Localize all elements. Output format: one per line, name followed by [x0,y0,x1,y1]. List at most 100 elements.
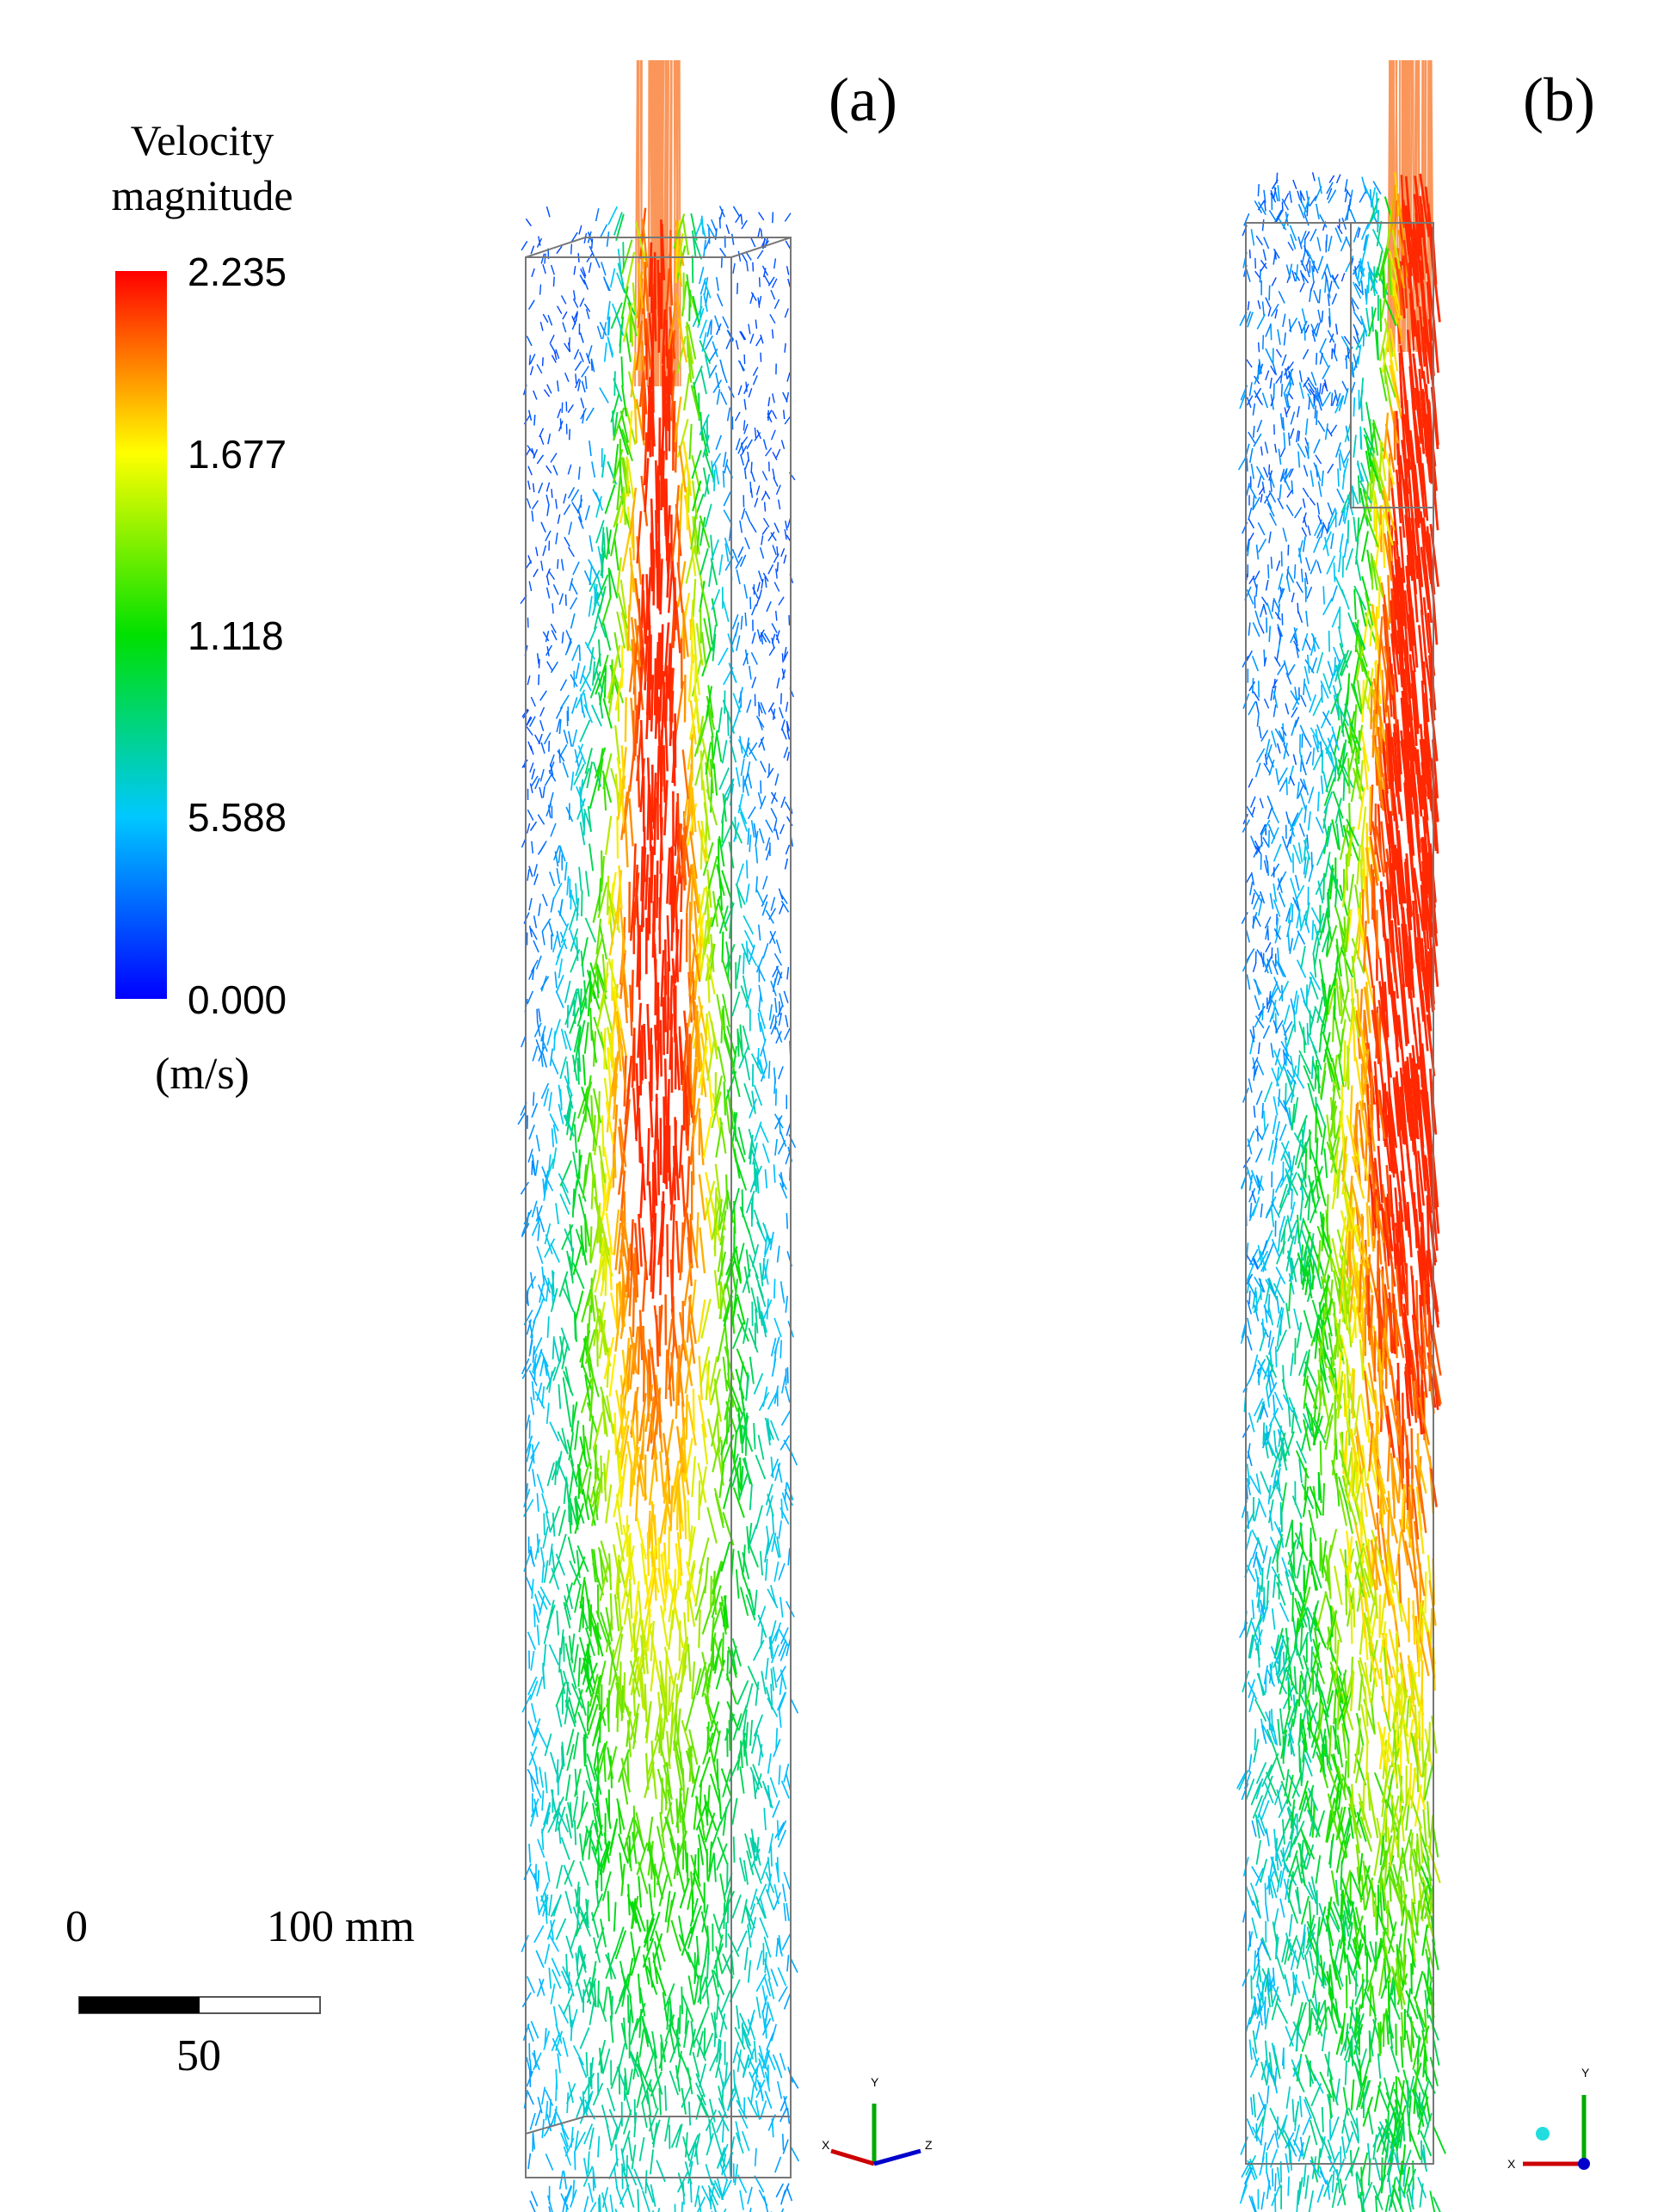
velocity-vector [710,1020,718,1060]
velocity-vector [533,1022,542,1038]
velocity-vector [611,1626,624,1664]
velocity-vector [569,577,574,591]
velocity-vector [663,1983,675,2011]
velocity-vector [1345,255,1354,273]
velocity-vector [621,1275,625,1323]
velocity-vector [1285,811,1291,824]
velocity-vector [593,1766,602,1796]
velocity-vector [660,1553,668,1597]
velocity-vector [531,1728,539,1747]
velocity-vector [658,665,663,722]
velocity-vector [784,528,787,540]
velocity-vector [1301,272,1310,284]
velocity-vector [618,2043,626,2069]
velocity-vector [656,2160,666,2183]
velocity-vector [765,847,771,861]
velocity-vector [692,619,698,661]
velocity-vector [756,1734,764,1758]
velocity-vector [706,1362,712,1405]
velocity-vector [699,607,702,644]
velocity-vector [595,918,602,955]
velocity-vector [558,845,566,862]
velocity-vector [539,841,547,853]
velocity-vector [706,2133,714,2156]
velocity-vector [699,548,709,576]
velocity-vector [545,631,550,643]
velocity-vector [651,901,656,958]
velocity-vector [779,2106,788,2123]
velocity-vector [555,1203,559,1225]
velocity-vector [703,279,712,299]
velocity-vector [1246,974,1251,990]
velocity-vector [780,892,788,904]
velocity-vector [589,1226,593,1263]
velocity-vector [763,632,771,644]
velocity-vector [1297,405,1300,418]
velocity-vector [612,448,624,484]
velocity-vector [533,1337,543,1356]
velocity-vector [543,1621,551,1644]
velocity-vector [767,531,775,542]
velocity-vector [717,293,724,307]
velocity-vector [606,1088,613,1133]
velocity-vector [632,1712,639,1750]
velocity-vector [749,944,755,963]
velocity-vector [604,484,616,514]
velocity-vector [731,1112,738,1142]
velocity-vector [750,651,758,665]
velocity-vector [608,1353,617,1397]
velocity-vector [769,1777,779,1798]
velocity-vector [1330,1605,1343,1643]
velocity-vector [526,1975,535,1993]
velocity-vector [748,323,751,335]
velocity-vector [1379,367,1388,402]
velocity-vector [566,876,570,896]
velocity-vector [610,523,619,557]
velocity-vector [650,1741,655,1778]
velocity-vector [585,1638,591,1671]
velocity-vector [780,1597,784,1618]
velocity-vector [548,1371,553,1393]
velocity-vector [556,305,563,315]
velocity-vector [686,1065,693,1118]
velocity-vector [770,1969,779,1987]
velocity-vector [1383,296,1397,327]
velocity-vector [716,1993,720,2020]
velocity-vector [709,1701,720,1732]
velocity-vector [746,439,753,450]
velocity-vector [740,454,745,466]
velocity-vector [574,1584,582,1613]
velocity-vector [1414,1970,1424,2001]
velocity-vector [704,503,712,528]
velocity-vector [1265,942,1272,953]
velocity-vector [687,1236,693,1286]
velocity-vector [724,543,730,563]
velocity-vector [558,1383,562,1409]
velocity-vector [732,2069,736,2092]
velocity-vector [1300,260,1307,272]
velocity-vector [659,1451,665,1498]
velocity-vector [775,965,783,979]
velocity-vector [607,1890,610,1922]
velocity-vector [598,1741,608,1774]
velocity-vector [629,887,636,941]
velocity-vector [530,1320,536,1339]
velocity-vector [569,1560,581,1586]
velocity-vector [528,716,536,727]
velocity-vector [527,299,535,310]
velocity-vector [1248,381,1253,397]
velocity-vector [723,1081,726,1116]
velocity-vector [693,653,701,696]
velocity-vector [1340,236,1348,252]
velocity-vector [539,435,545,446]
velocity-vector [705,742,712,775]
velocity-vector [581,1362,595,1394]
velocity-vector [529,783,533,793]
velocity-vector [671,561,677,615]
velocity-vector [559,1160,572,1186]
velocity-vector [1347,2107,1359,2131]
velocity-vector [698,908,706,952]
velocity-vector [529,366,534,376]
velocity-vector [731,613,739,630]
velocity-vector [580,397,585,409]
